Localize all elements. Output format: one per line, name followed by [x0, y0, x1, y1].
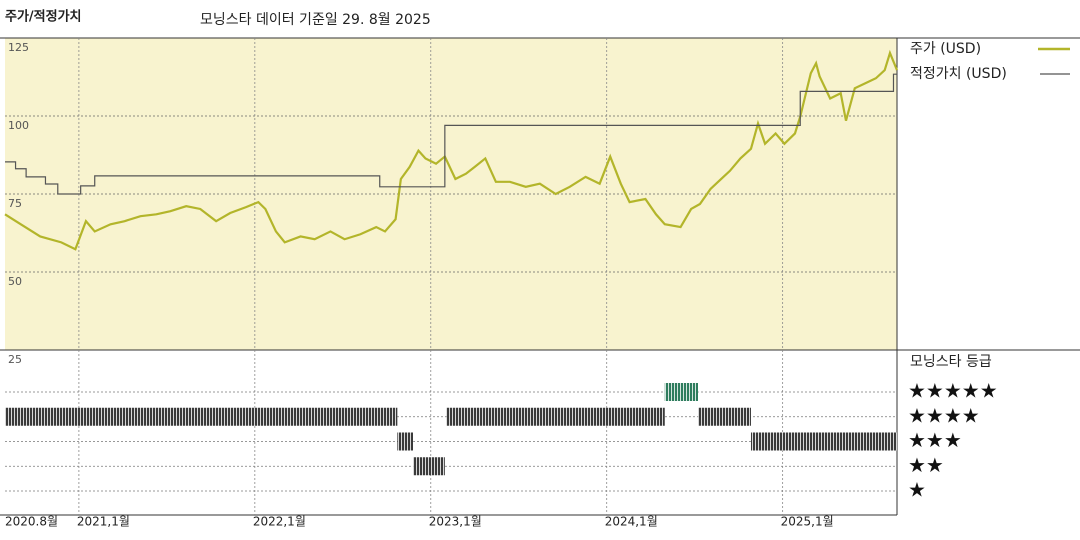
legend-label: 주가 (USD) [910, 41, 981, 57]
rating-label: ★★ [908, 453, 944, 477]
y-tick-label: 75 [8, 197, 22, 210]
x-tick-label: 2023,1월 [429, 515, 482, 529]
rating-label: ★ [908, 478, 926, 502]
rating-bar [698, 407, 751, 426]
rating-title: 모닝스타 등급 [910, 354, 992, 370]
rating-bar [750, 432, 897, 451]
x-tick-label: 2021,1월 [77, 515, 130, 529]
x-tick-label: 2025,1월 [781, 515, 834, 529]
rating-label: ★★★ [908, 428, 962, 452]
y-tick-label: 50 [8, 275, 22, 288]
rating-bar [5, 407, 398, 426]
price-line [4, 49, 899, 251]
rating-bar [413, 457, 445, 476]
y-tick-label: 25 [8, 353, 22, 366]
rating-bar [397, 432, 414, 451]
legend-label: 적정가치 (USD) [910, 66, 1007, 82]
x-tick-label: 2022,1월 [253, 515, 306, 529]
x-tick-label: 2020.8월 [5, 515, 58, 529]
chart-subtitle: 모닝스타 데이터 기준일 29. 8월 2025 [200, 12, 431, 28]
chart-title: 주가/적정가치 [5, 9, 82, 25]
rating-bar [664, 383, 699, 401]
rating-label: ★★★★★ [908, 379, 998, 403]
y-tick-label: 100 [8, 119, 29, 132]
y-tick-label: 125 [8, 41, 29, 54]
rating-bar [446, 407, 665, 426]
fair-value-line [5, 73, 897, 195]
x-tick-label: 2024,1월 [605, 515, 658, 529]
rating-label: ★★★★ [908, 403, 980, 427]
